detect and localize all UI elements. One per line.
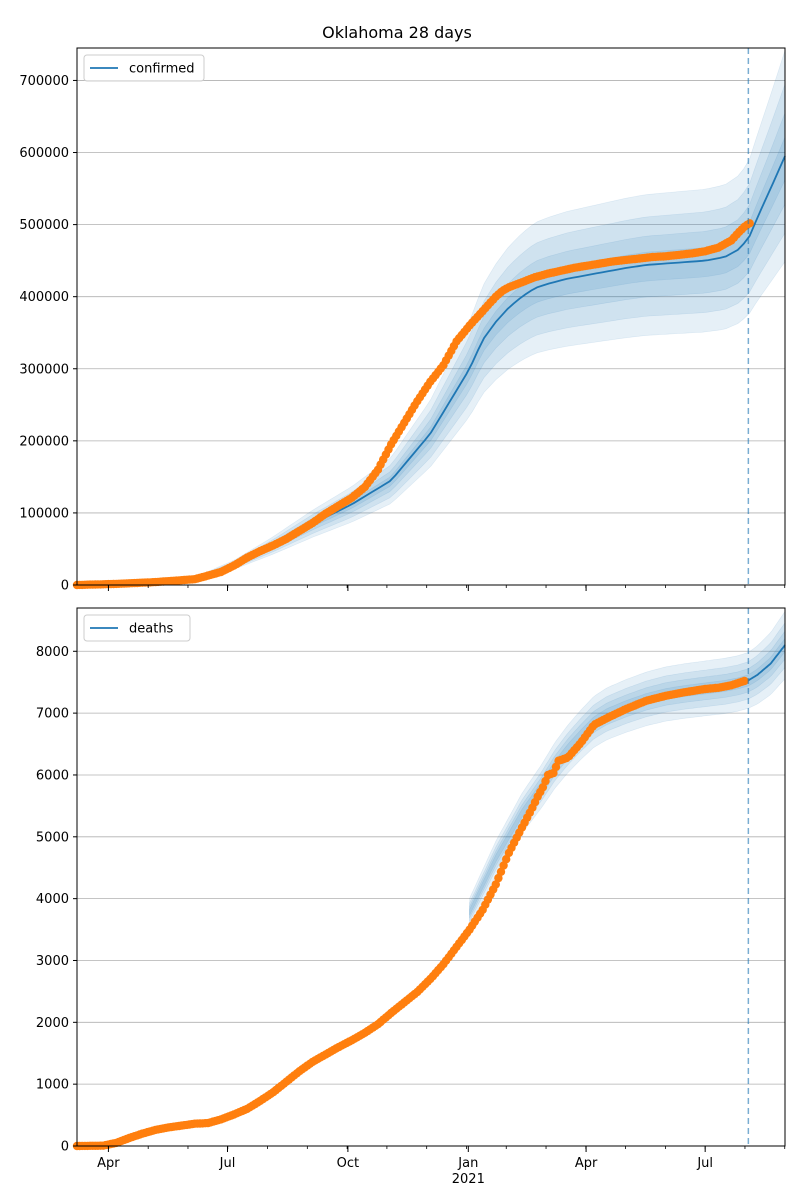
confirmed-y-tick-label: 100000 [19,506,69,521]
deaths-observed-point [494,873,503,883]
confirmed-y-tick-label: 600000 [19,146,69,161]
confirmed-plot-frame [76,47,786,586]
deaths-x-tick-label: Apr [97,1156,120,1171]
deaths-observed-point [740,676,749,686]
deaths-y-tick-label: 7000 [36,707,69,722]
confirmed-legend-box [83,54,205,82]
confirmed-y-tick-label: 500000 [19,218,69,233]
deaths-y-tick-label: 0 [61,1140,69,1155]
deaths-y-tick-label: 3000 [36,954,69,969]
confirmed-y-tick-label: 200000 [19,434,69,449]
confirmed-y-tick-label: 700000 [19,74,69,89]
deaths-y-tick-label: 8000 [36,645,69,660]
deaths-x-tick-label: Jan [457,1156,478,1171]
deaths-observed-point [502,855,511,864]
deaths-observed-point [491,880,500,889]
deaths-y-tick-label: 4000 [36,892,69,907]
deaths-y-tick-label: 1000 [36,1078,69,1093]
deaths-y-tick-label: 6000 [36,768,69,783]
deaths-panel: 0 1000 2000 3000 4000 5000 6000 7000 8000 Apr Jul O… [36,607,786,1187]
deaths-x-tick-label: Apr [575,1156,598,1171]
confirmed-y-tick-label: 0 [61,579,69,594]
deaths-x-year-label: 2021 [452,1172,485,1187]
deaths-plot-frame [76,607,786,1147]
confirmed-observed-point [745,219,754,228]
confirmed-y-tick-label: 300000 [19,362,69,377]
deaths-x-tick-label: Oct [337,1156,359,1171]
confirmed-legend-label: confirmed [129,62,195,77]
deaths-observed-point [496,867,506,876]
deaths-y-tick-label: 2000 [36,1016,69,1031]
confirmed-y-tick-label: 400000 [19,290,69,305]
deaths-observed-point [499,861,508,870]
confirmed-legend: confirmed [83,54,205,82]
chart-title: Oklahoma 28 days [322,23,472,42]
deaths-legend: deaths [83,614,191,642]
confirmed-panel: 0 100000 200000 300000 400000 500000 600000 700… [19,47,786,594]
deaths-x-tick-label: Jul [696,1156,713,1171]
deaths-legend-box [83,614,191,642]
deaths-y-tick-label: 5000 [36,830,69,845]
deaths-legend-label: deaths [129,622,174,637]
deaths-x-tick-label: Jul [219,1156,236,1171]
